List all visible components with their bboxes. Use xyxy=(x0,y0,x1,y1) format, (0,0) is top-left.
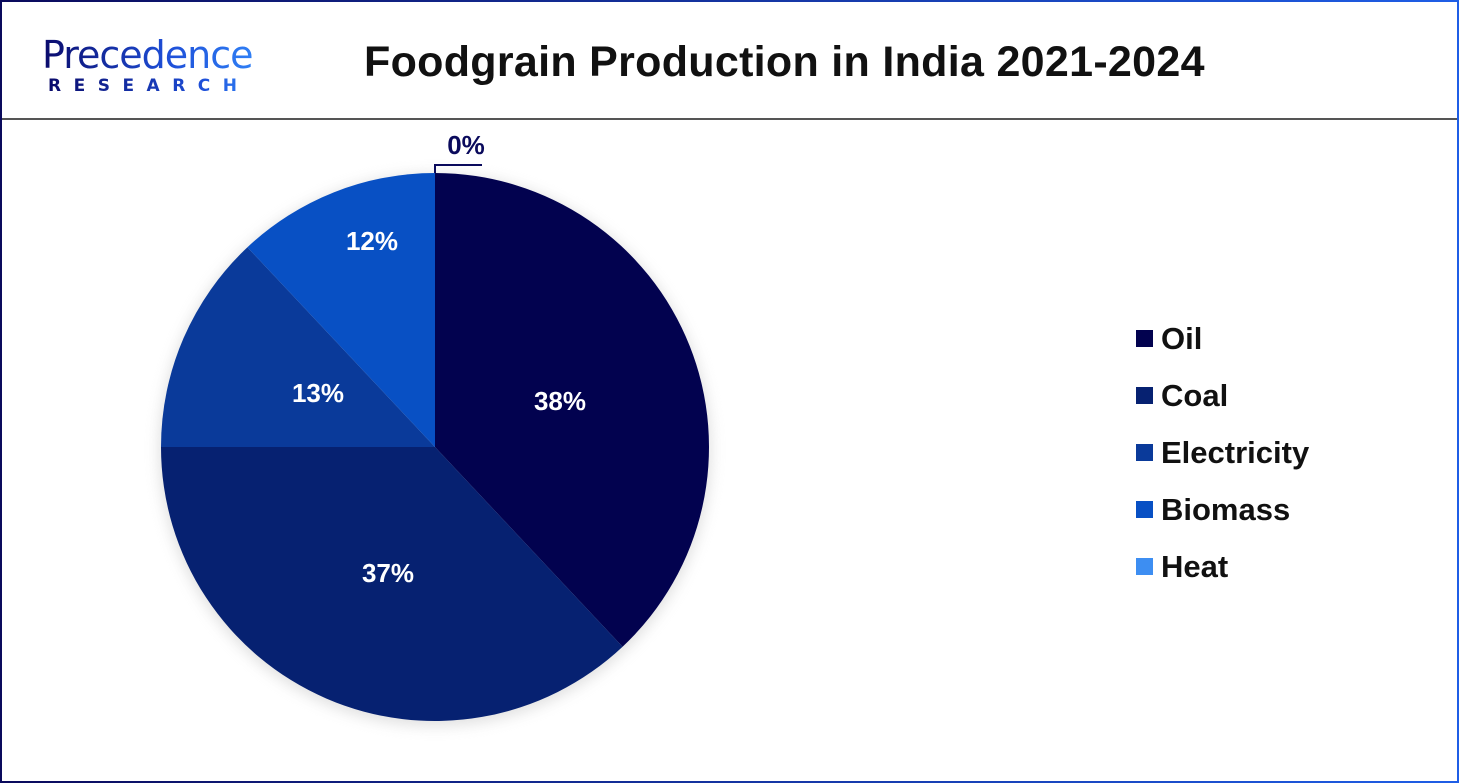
data-label-coal: 37% xyxy=(362,558,414,588)
legend-label: Biomass xyxy=(1161,491,1291,527)
legend-label: Oil xyxy=(1161,320,1203,356)
legend-swatch xyxy=(1136,501,1153,518)
legend-swatch xyxy=(1136,387,1153,404)
pie-slice-electricity[interactable] xyxy=(161,247,435,447)
chart-title: Foodgrain Production in India 2021-2024 xyxy=(364,38,1205,86)
logo-wordmark: Precedence xyxy=(42,33,254,77)
logo-subtitle: RESEARCH xyxy=(48,76,253,96)
leader-line-heat xyxy=(434,164,482,173)
pie-slices xyxy=(160,173,710,721)
pie-slice-biomass[interactable] xyxy=(247,173,435,447)
legend: Oil Coal Electricity Biomass Heat xyxy=(1136,310,1309,595)
pie-slice-oil[interactable] xyxy=(435,173,710,647)
logo: Precedence RESEARCH xyxy=(42,33,254,96)
legend-label: Electricity xyxy=(1161,434,1310,470)
legend-item-heat[interactable]: Heat xyxy=(1136,538,1309,595)
legend-item-electricity[interactable]: Electricity xyxy=(1136,424,1309,481)
data-label-electricity: 13% xyxy=(292,378,344,408)
data-label-oil: 38% xyxy=(534,386,586,416)
legend-item-coal[interactable]: Coal xyxy=(1136,367,1309,424)
legend-item-oil[interactable]: Oil xyxy=(1136,310,1309,367)
legend-swatch xyxy=(1136,444,1153,461)
pie-labels: 38% 37% 13% 12% 0% xyxy=(292,130,586,588)
legend-swatch xyxy=(1136,558,1153,575)
legend-label: Heat xyxy=(1161,548,1229,584)
data-label-biomass: 12% xyxy=(346,226,398,256)
data-label-heat: 0% xyxy=(447,130,485,160)
pie-slice-coal[interactable] xyxy=(160,447,623,721)
legend-label: Coal xyxy=(1161,377,1229,413)
legend-item-biomass[interactable]: Biomass xyxy=(1136,481,1309,538)
legend-swatch xyxy=(1136,330,1153,347)
header: Precedence RESEARCH Foodgrain Production… xyxy=(2,2,1457,120)
